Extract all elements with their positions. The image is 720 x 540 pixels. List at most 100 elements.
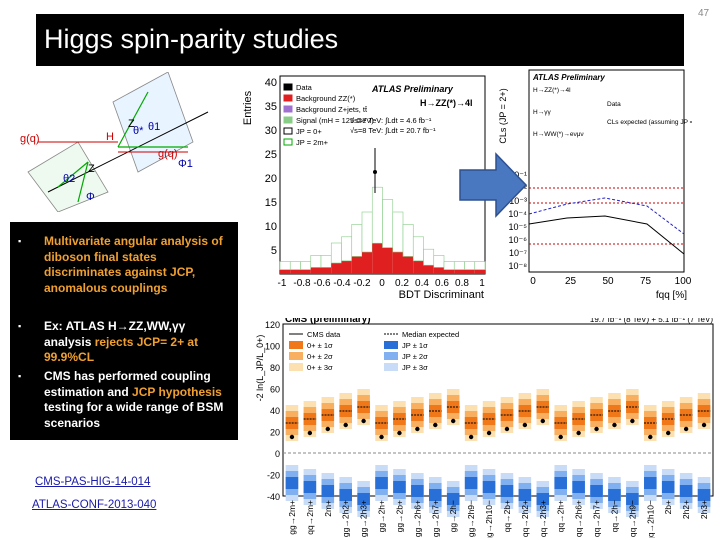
data-point <box>701 422 707 428</box>
data-point <box>325 426 330 432</box>
diagram-label: Φ1 <box>178 158 193 170</box>
x-tick-label: 75 <box>640 276 652 287</box>
legend-swatch <box>384 341 398 349</box>
x-tick-label: -0.8 <box>293 278 311 289</box>
hist-bg <box>362 252 373 274</box>
legend-label: Data <box>296 83 313 92</box>
y-axis-title: Entries <box>242 90 254 125</box>
plot-label: CMS (preliminary) <box>285 318 371 325</box>
y-tick-label: 10⁻³ <box>509 196 527 206</box>
x-axis-title: fqq [%] <box>656 290 687 300</box>
data-point <box>433 422 438 428</box>
y-axis-title: -2 ln(L_JP/L_0+) <box>255 335 265 402</box>
expected-line <box>528 197 685 235</box>
data-point <box>558 434 563 440</box>
slide-title: Higgs spin-parity studies <box>44 24 339 54</box>
legend-label: 0+ ± 3σ <box>307 363 333 372</box>
hist-sig <box>443 261 455 270</box>
bullet-box <box>10 222 238 440</box>
band-alt <box>446 493 460 505</box>
data-point <box>612 422 617 428</box>
hist-bg <box>280 269 291 274</box>
data-point <box>576 430 581 436</box>
y-tick-label: 20 <box>265 173 277 185</box>
data-point <box>594 426 599 432</box>
x-tick-label: 0.6 <box>435 278 449 289</box>
band-alt <box>679 485 693 497</box>
link[interactable]: ATLAS-CONF-2013-040 <box>32 499 157 511</box>
atlas-cls-plot: 10⁻¹10⁻²10⁻³10⁻⁴10⁻⁵10⁻⁶10⁻⁷10⁻⁸02550751… <box>498 69 692 300</box>
link[interactable]: CMS-PAS-HIG-14-014 <box>35 476 151 488</box>
band-alt <box>464 477 478 489</box>
hist-sig <box>464 261 476 270</box>
legend-swatch <box>384 363 398 371</box>
category-label: qq→2h9− <box>627 500 637 537</box>
x-tick-label: 0.2 <box>395 278 409 289</box>
lumi-label: 19.7 fb⁻¹ (8 TeV) + 5.1 fb⁻¹ (7 TeV) <box>590 318 713 324</box>
x-tick-label: 0 <box>379 278 385 289</box>
hist-sig <box>474 261 486 270</box>
category-label: gg→2b+ <box>394 500 404 532</box>
hist-sig <box>433 255 445 268</box>
band-alt <box>554 477 567 489</box>
band-alt <box>697 489 711 501</box>
diagram-label: g(q) <box>158 148 178 160</box>
data-point <box>379 434 384 440</box>
legend-label: 0+ ± 1σ <box>307 341 333 350</box>
hist-bg <box>310 267 321 274</box>
hist-bg <box>413 260 424 274</box>
x-tick-label: 0 <box>530 276 536 287</box>
y-tick-label: 25 <box>265 149 277 161</box>
y-tick-label: 10⁻¹ <box>509 170 527 180</box>
bullet-dot: ▪ <box>18 371 22 381</box>
arrow <box>459 152 528 218</box>
legend-swatch <box>283 83 293 91</box>
bullet: ▪ Multivariate angular analysis of diboso… <box>18 234 228 296</box>
y-tick-label: 30 <box>265 125 277 137</box>
x-tick-label: 25 <box>565 276 577 287</box>
bullet-dot: ▪ <box>18 236 22 246</box>
band-alt <box>357 493 370 505</box>
hist-bg <box>372 243 383 274</box>
category-label: qq→2m+ <box>305 500 315 535</box>
y-tick-label: 60 <box>270 385 280 395</box>
band-alt <box>285 477 299 489</box>
hist-bg <box>433 267 444 274</box>
band-alt <box>572 481 585 493</box>
diagram-label: θ2 <box>63 173 75 185</box>
bullet-segment: Multivariate angular analysis of diboson… <box>44 234 223 295</box>
band-alt <box>661 481 675 493</box>
data-point <box>486 430 492 436</box>
category-label: gg→2h+ <box>377 500 387 532</box>
hist-bg <box>331 263 342 274</box>
band-alt <box>393 481 406 493</box>
hist-sig <box>371 186 383 244</box>
y-tick-label: 80 <box>270 363 280 373</box>
legend-swatch <box>283 94 293 102</box>
bullet-text: Multivariate angular analysis of diboson… <box>44 234 228 296</box>
category-label: qq→2h2+ <box>520 500 530 537</box>
category-label: qq→2h3+ <box>538 500 548 537</box>
data-point <box>343 422 348 428</box>
band-alt <box>500 485 514 497</box>
data-point <box>397 430 402 436</box>
cms-plot: gg→2m+ qq→2m+ 2m+ gg→2h2+ gg→2h3+ gg→2h+ gg→2b… <box>255 318 714 538</box>
legend-swatch <box>283 138 293 146</box>
hist-bg <box>341 260 352 274</box>
legend-label: JP = 0+ <box>296 127 322 136</box>
plot-label: ATLAS Preliminary <box>532 73 605 82</box>
band-alt <box>590 485 603 497</box>
x-tick-label: -0.4 <box>333 278 351 289</box>
y-tick-label: 120 <box>265 320 280 330</box>
legend-label: H→ZZ(*)→4l <box>533 87 571 94</box>
atlas-bdt-plot: 5 10 15 20 25 30 35 40 -1 -0.8 -0.6 -0.4 -0.2 0 0.2 0.4… <box>242 75 486 300</box>
y-tick-label: 10⁻⁶ <box>509 235 528 245</box>
hist-sig <box>330 242 342 264</box>
legend-label: Median expected <box>402 330 459 339</box>
hist-sig <box>412 236 424 262</box>
data-point <box>648 434 653 440</box>
hist-sig <box>361 211 373 253</box>
diagram-label: H <box>106 131 114 143</box>
x-tick-label: 50 <box>602 276 614 287</box>
category-label: qq→2h6+ <box>574 500 584 537</box>
